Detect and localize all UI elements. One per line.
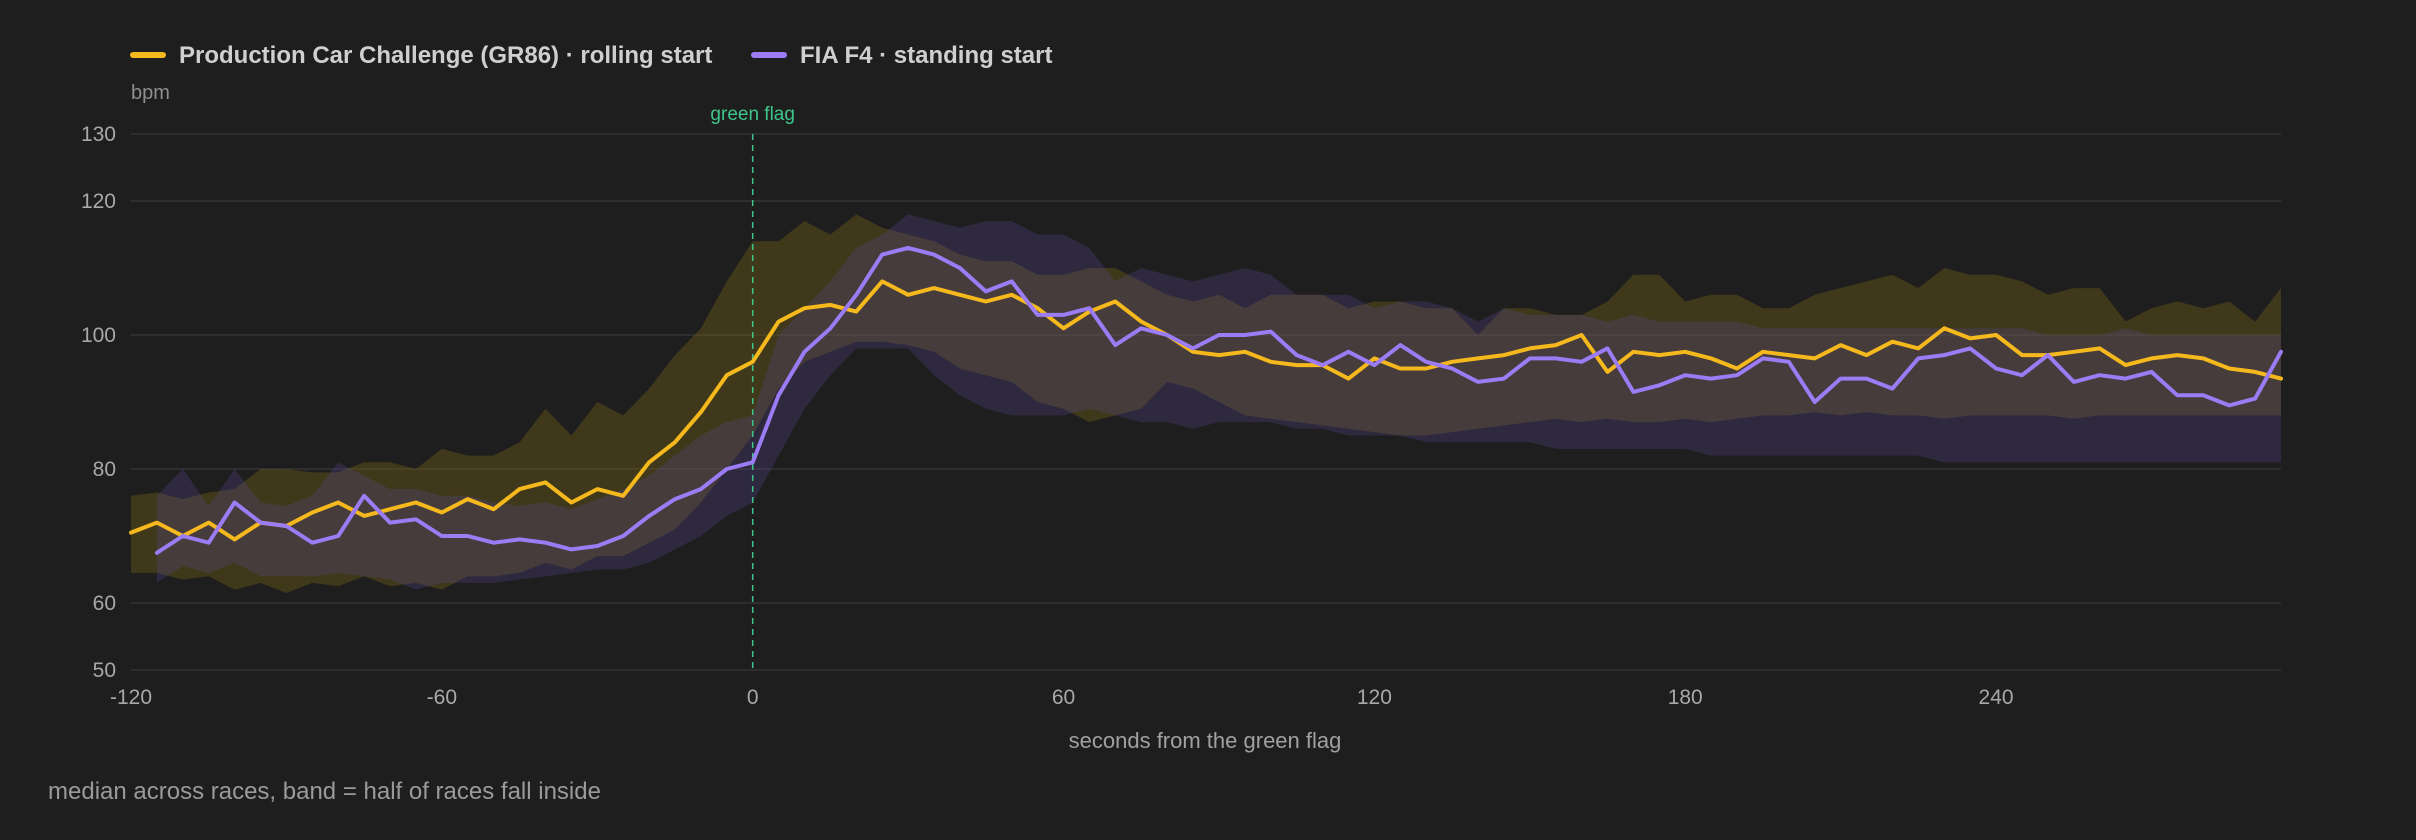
x-tick-label-180: 180 bbox=[1668, 686, 1703, 709]
green-flag-label: green flag bbox=[710, 104, 795, 125]
y-axis-ticks: 50 60 80 100 120 130 bbox=[81, 123, 116, 682]
band-series-2 bbox=[156, 214, 2282, 590]
green-flag-annotation: green flag bbox=[710, 104, 795, 670]
x-tick-label-120: 120 bbox=[1357, 686, 1392, 709]
y-tick-label-120: 120 bbox=[81, 190, 116, 213]
legend: Production Car Challenge (GR86) · rollin… bbox=[130, 42, 1052, 69]
y-axis-unit-label: bpm bbox=[131, 82, 170, 104]
y-tick-label-60: 60 bbox=[93, 592, 116, 615]
y-tick-label-50: 50 bbox=[93, 659, 116, 682]
y-tick-label-130: 130 bbox=[81, 123, 116, 146]
chart-footnote: median across races, band = half of race… bbox=[48, 778, 601, 805]
x-tick-label-240: 240 bbox=[1979, 686, 2014, 709]
median-line-series-1 bbox=[129, 279, 2283, 542]
x-tick-label-60: 60 bbox=[1052, 686, 1075, 709]
median-line-series-2 bbox=[154, 245, 2283, 555]
legend-label-series-1: Production Car Challenge (GR86) · rollin… bbox=[179, 42, 712, 69]
x-axis-title: seconds from the green flag bbox=[1069, 728, 1342, 753]
y-tick-label-100: 100 bbox=[81, 324, 116, 347]
x-tick-label--60: -60 bbox=[427, 686, 457, 709]
x-tick-label--120: -120 bbox=[110, 686, 152, 709]
band-series-1 bbox=[131, 214, 2281, 593]
legend-label-series-2: FIA F4 · standing start bbox=[800, 42, 1052, 69]
median-lines bbox=[129, 245, 2283, 555]
x-tick-label-0: 0 bbox=[747, 686, 759, 709]
gridlines bbox=[131, 133, 2281, 671]
x-axis-ticks: -120 -60 0 60 120 180 240 bbox=[110, 686, 2014, 709]
y-tick-label-80: 80 bbox=[93, 458, 116, 481]
